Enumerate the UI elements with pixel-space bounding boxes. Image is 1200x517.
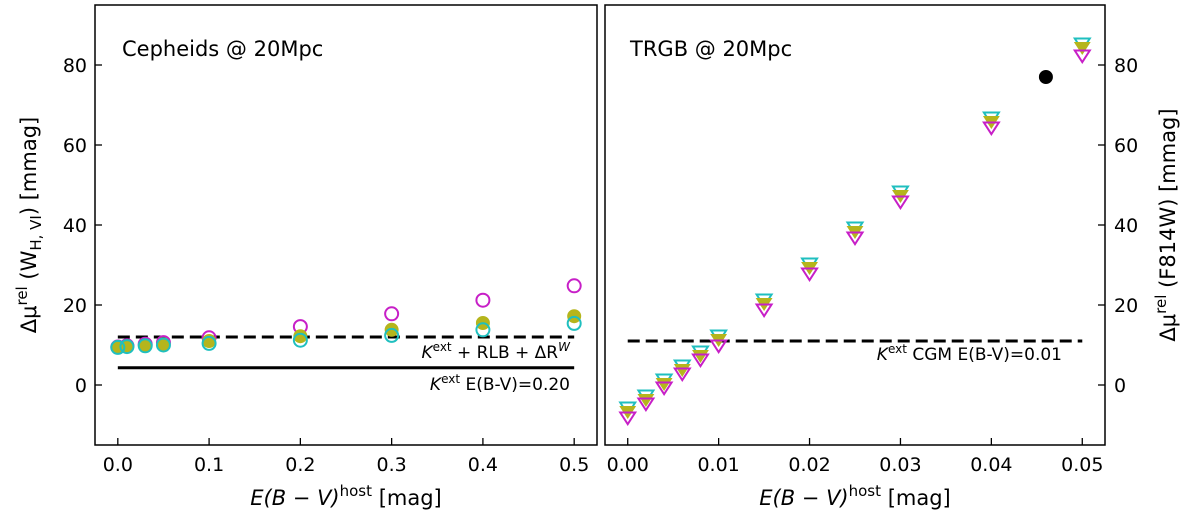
trgb-olive-filled-triangle-point	[692, 350, 709, 364]
cepheids-panel: 0.0 0.1 0.2 0.3 0.4 0.5 0 20 40 60 80 Cepheids @ 2…	[13, 4, 598, 510]
trgb-y-tick-label: 40	[1114, 215, 1138, 237]
cepheids-x-tick-label: 0.3	[377, 454, 407, 476]
cepheids-cyan-open-circle-point	[566, 315, 582, 331]
trgb-olive-filled-triangle-point	[1073, 42, 1091, 56]
cepheids-magenta-open-circle-point	[384, 306, 400, 322]
trgb-x-tick-label: 0.04	[970, 454, 1012, 476]
cepheids-y-axis-label: Δμrel (WH, VI) [mmag]	[13, 117, 45, 334]
trgb-magenta-open-triangle-point	[709, 339, 728, 354]
trgb-magenta-open-triangle-point	[654, 381, 674, 396]
trgb-y-tick-label: 0	[1114, 375, 1126, 397]
cepheids-cyan-open-circle-point	[384, 327, 400, 343]
trgb-magenta-open-triangle-point	[982, 121, 1001, 136]
cepheids-x-tick-label: 0.0	[103, 454, 133, 476]
cepheids-cyan-open-circle-point	[475, 322, 491, 338]
trgb-y-axis-label: Δμrel (F814W) [mmag]	[1152, 108, 1180, 341]
cepheids-cyan-open-circle-point	[201, 335, 217, 351]
trgb-y-tick-label: 60	[1114, 135, 1138, 157]
trgb-title: TRGB @ 20Mpc	[629, 37, 792, 61]
trgb-y-tick-label: 20	[1114, 295, 1138, 317]
trgb-y-tick-label: 80	[1114, 55, 1138, 77]
cepheids-magenta-open-circle-point	[475, 292, 491, 308]
cepheids-x-tick-label: 0.5	[559, 454, 589, 476]
cepheids-x-tick-label: 0.4	[468, 454, 498, 476]
trgb-magenta-open-triangle-point	[754, 303, 774, 318]
cepheids-marks	[110, 278, 582, 370]
trgb-magenta-open-triangle-point	[845, 231, 865, 246]
trgb-magenta-open-triangle-point	[691, 353, 710, 368]
cepheids-dashed-annotation: Kext + RLB + ΔRW	[421, 340, 571, 363]
cepheids-solid-annotation: Kext E(B-V)=0.20	[430, 372, 570, 395]
trgb-ticks: 0.00 0.01 0.02 0.03 0.04 0.05 0 20 40 60 80	[607, 55, 1139, 476]
cepheids-y-tick-label: 0	[75, 375, 87, 397]
cepheids-x-axis-label: E(B − V)host [mag]	[250, 482, 441, 510]
trgb-magenta-open-triangle-point	[618, 411, 638, 426]
trgb-axes-frame	[604, 4, 1106, 446]
trgb-olive-filled-triangle-point	[637, 394, 655, 408]
trgb-x-tick-label: 0.05	[1061, 454, 1103, 476]
cepheids-y-tick-label: 20	[63, 295, 87, 317]
cepheids-y-tick-label: 60	[63, 135, 87, 157]
cepheids-magenta-open-circle-point	[566, 278, 582, 294]
cepheids-cyan-open-circle-point	[292, 332, 308, 348]
trgb-olive-filled-triangle-point	[655, 378, 673, 392]
cepheids-ticks: 0.0 0.1 0.2 0.3 0.4 0.5 0 20 40 60 80	[63, 55, 589, 476]
trgb-dashed-annotation: Kext CGM E(B-V)=0.01	[877, 342, 1062, 365]
cepheids-cyan-open-circle-point	[110, 339, 126, 355]
trgb-magenta-open-triangle-point	[636, 397, 656, 412]
trgb-x-tick-label: 0.01	[697, 454, 739, 476]
trgb-magenta-open-triangle-point	[800, 267, 819, 282]
trgb-magenta-open-triangle-point	[672, 367, 692, 382]
cepheids-y-tick-label: 80	[63, 55, 87, 77]
trgb-panel: 0.00 0.01 0.02 0.03 0.04 0.05 0 20 40 60 80 TRGB @…	[604, 4, 1180, 510]
cepheids-cyan-open-circle-point	[119, 339, 135, 355]
cepheids-x-tick-label: 0.2	[285, 454, 315, 476]
trgb-magenta-open-triangle-point	[1072, 49, 1092, 64]
trgb-x-axis-label: E(B − V)host [mag]	[759, 482, 950, 510]
trgb-x-tick-label: 0.00	[607, 454, 649, 476]
cepheids-cyan-open-circle-point	[137, 338, 153, 354]
cepheids-y-tick-label: 40	[63, 215, 87, 237]
cepheids-cyan-open-circle-point	[155, 337, 171, 353]
trgb-marks	[618, 37, 1092, 426]
cepheids-olive-filled-circle-point	[293, 329, 308, 344]
cepheids-x-tick-label: 0.1	[194, 454, 224, 476]
trgb-black-filled-circle-point	[1038, 70, 1053, 84]
trgb-olive-filled-triangle-point	[673, 364, 691, 378]
trgb-magenta-open-triangle-point	[891, 195, 910, 210]
trgb-x-tick-label: 0.03	[879, 454, 921, 476]
cepheids-title: Cepheids @ 20Mpc	[122, 37, 323, 61]
trgb-x-tick-label: 0.02	[788, 454, 830, 476]
